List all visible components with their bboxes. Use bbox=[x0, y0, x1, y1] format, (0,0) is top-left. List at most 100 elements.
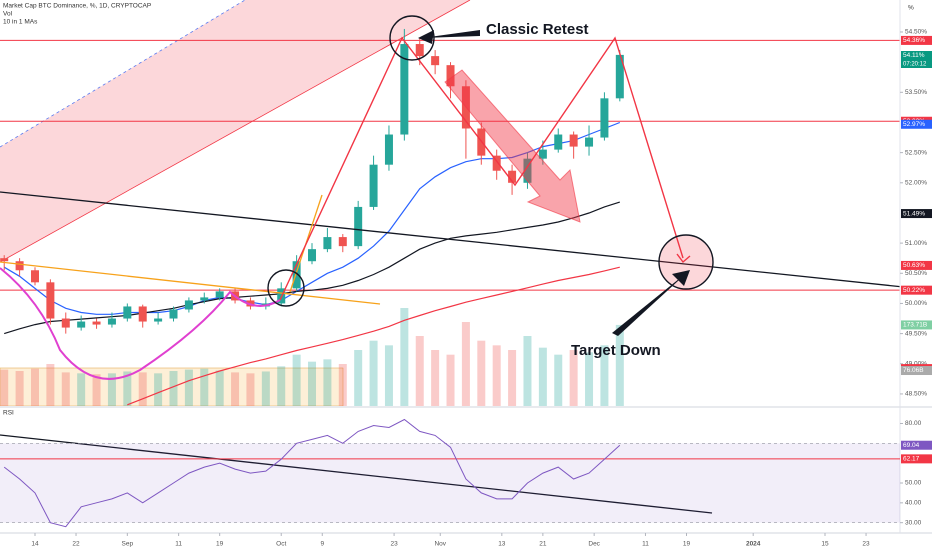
x-tick-label: 19 bbox=[216, 541, 224, 548]
rsi-badge bbox=[901, 440, 932, 450]
countdown-bg bbox=[901, 60, 932, 69]
level-badge bbox=[901, 51, 932, 61]
level-badge bbox=[901, 285, 932, 295]
y-tick-label: 51.00% bbox=[905, 240, 927, 247]
volume-bar bbox=[200, 368, 209, 406]
target bbox=[658, 234, 714, 290]
volume-bar bbox=[107, 373, 116, 406]
volume-bar bbox=[308, 361, 317, 406]
volume-bar bbox=[231, 372, 240, 406]
level-badge bbox=[901, 119, 932, 129]
x-tick-label: 11 bbox=[175, 541, 182, 548]
level-badge bbox=[901, 260, 932, 270]
highlight bbox=[389, 15, 435, 61]
volume-bar bbox=[600, 345, 609, 406]
zigzag bbox=[279, 36, 684, 301]
volume-bar bbox=[554, 354, 563, 406]
volume-bar bbox=[569, 350, 578, 406]
x-tick-label: 21 bbox=[539, 541, 547, 548]
volume-bar bbox=[384, 345, 393, 406]
rsi-badge bbox=[901, 454, 932, 464]
volume-bar bbox=[169, 371, 178, 406]
candle-body bbox=[384, 134, 393, 165]
volume-bar bbox=[354, 350, 363, 406]
volume-bar bbox=[61, 372, 70, 406]
candle-body bbox=[415, 44, 424, 57]
x-tick-label: 22 bbox=[72, 541, 80, 548]
level-badge bbox=[901, 209, 932, 219]
ma-label: 10 in 1 MAs bbox=[3, 19, 38, 26]
volume-bar bbox=[538, 347, 547, 406]
level-badge bbox=[901, 35, 932, 45]
candle-body bbox=[446, 65, 455, 87]
annotation: Classic Retest bbox=[486, 21, 589, 38]
candle-body bbox=[323, 237, 332, 250]
y-tick-label: 48.50% bbox=[905, 391, 927, 398]
candle-body bbox=[292, 261, 301, 289]
volume-bar bbox=[261, 371, 270, 406]
axis-unit: % bbox=[908, 5, 914, 12]
volume-bar bbox=[369, 340, 378, 406]
y-tick-label: 53.50% bbox=[905, 89, 927, 96]
volume-badge-label: 173.71B bbox=[903, 322, 927, 329]
y-tick-label: 54.50% bbox=[905, 29, 927, 36]
x-tick-label: Dec bbox=[588, 541, 600, 548]
candle-body bbox=[431, 56, 440, 66]
axes: 54.50% 53.50% 52.50% 52.00% 51.00% 50.50% 50.0… bbox=[31, 29, 932, 548]
rsi-badge-label: 69.04 bbox=[903, 442, 920, 449]
x-tick-label: 15 bbox=[821, 541, 829, 548]
x-tick-label: 19 bbox=[683, 541, 691, 548]
price-pane bbox=[0, 28, 900, 406]
candle-body bbox=[308, 249, 317, 262]
drawings-front bbox=[0, 15, 900, 380]
x-tick-label: 23 bbox=[390, 541, 398, 548]
volume-bar bbox=[184, 369, 193, 406]
rsi-tick-label: 50.00 bbox=[905, 480, 922, 487]
trendline bbox=[0, 191, 900, 288]
x-tick-label: Nov bbox=[434, 541, 446, 548]
volume-bar bbox=[292, 354, 301, 406]
x-tick-label: 13 bbox=[498, 541, 506, 548]
channel-edge bbox=[0, 0, 471, 263]
x-tick-label: 11 bbox=[642, 541, 649, 548]
volume-bar bbox=[77, 373, 86, 406]
trendline bbox=[0, 261, 381, 305]
pointer bbox=[612, 270, 690, 336]
candle-body bbox=[30, 270, 39, 283]
level-badge-label: 51.49% bbox=[903, 210, 925, 217]
moving-average bbox=[3, 121, 621, 315]
x-tick-label: 2024 bbox=[746, 541, 761, 548]
volume-bar bbox=[123, 371, 132, 406]
volume-bar bbox=[138, 372, 147, 406]
pointer-head bbox=[672, 270, 690, 286]
candle-body bbox=[123, 306, 132, 319]
volume-bar bbox=[30, 368, 39, 406]
level-badge-label: 50.63% bbox=[903, 262, 925, 269]
volume-badge bbox=[901, 366, 932, 376]
volume-bar bbox=[615, 324, 624, 406]
y-tick-label: 52.00% bbox=[905, 180, 927, 187]
candle-body bbox=[184, 300, 193, 310]
volume-badge-label: 76.06B bbox=[903, 367, 924, 374]
candle-body bbox=[46, 282, 55, 319]
level-badge-label: 54.11% bbox=[903, 52, 925, 59]
volume-bar bbox=[508, 350, 517, 406]
volume-bar bbox=[446, 354, 455, 406]
candle-body bbox=[107, 318, 116, 325]
rsi-tick-label: 30.00 bbox=[905, 519, 922, 526]
volume-bar bbox=[15, 371, 24, 406]
countdown: 07:20:12 bbox=[903, 62, 927, 68]
candle-body bbox=[492, 155, 501, 171]
candle-body bbox=[138, 306, 147, 322]
rsi-tick-label: 80.00 bbox=[905, 420, 922, 427]
volume-bar bbox=[431, 350, 440, 406]
volume-bar bbox=[338, 364, 347, 406]
y-tick-label: 52.50% bbox=[905, 149, 927, 156]
level-badge-label: 52.97% bbox=[903, 121, 925, 128]
x-tick-label: 9 bbox=[320, 541, 324, 548]
candle-body bbox=[169, 309, 178, 319]
x-tick-label: 14 bbox=[31, 541, 39, 548]
rsi-band bbox=[0, 443, 900, 523]
pointer bbox=[422, 30, 480, 38]
highlight bbox=[267, 269, 305, 307]
